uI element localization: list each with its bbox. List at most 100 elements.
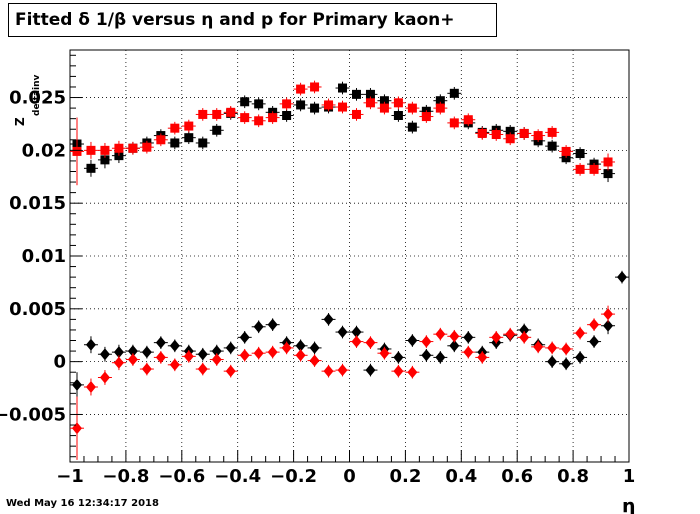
data-point-square: [170, 123, 180, 133]
data-point-square: [254, 99, 264, 109]
data-point-diamond: [211, 345, 222, 358]
data-point-diamond: [463, 331, 474, 344]
data-point-diamond: [337, 364, 348, 377]
data-point-diamond: [155, 351, 166, 364]
data-point-square: [170, 138, 180, 148]
data-point-diamond: [71, 378, 82, 391]
data-point-diamond: [617, 271, 628, 284]
data-point-square: [226, 107, 236, 117]
data-point-square: [379, 96, 389, 106]
x-tick-label: 0.2: [389, 466, 421, 487]
data-point-diamond: [449, 330, 460, 343]
x-tick-label: 0.8: [557, 466, 589, 487]
data-point-square: [463, 115, 473, 125]
x-tick-label: 1: [623, 466, 636, 487]
x-tick-label: −0.8: [102, 466, 149, 487]
data-point-square: [435, 96, 445, 106]
data-point-square: [477, 128, 487, 138]
chart-title: Fitted δ 1/β versus η and p for Primary …: [15, 10, 455, 30]
data-point-diamond: [225, 341, 236, 354]
tick-labels: −1 −0.8 −0.6 −0.4 −0.2 0 0.2 0.4 0.6 0.8 1 −0.005 0 0…: [0, 88, 635, 487]
y-tick-label: 0.025: [9, 88, 66, 109]
data-point-square: [198, 109, 208, 119]
data-point-diamond: [183, 350, 194, 363]
data-point-diamond: [421, 335, 432, 348]
data-point-square: [184, 133, 194, 143]
data-point-diamond: [239, 331, 250, 344]
data-point-diamond: [99, 348, 110, 361]
grid-lines: [70, 50, 629, 462]
data-point-square: [393, 98, 403, 108]
y-tick-label: 0.02: [22, 140, 66, 161]
data-point-diamond: [407, 334, 418, 347]
data-point-diamond: [449, 339, 460, 352]
data-point-diamond: [197, 348, 208, 361]
data-point-square: [449, 88, 459, 98]
data-point-diamond: [393, 365, 404, 378]
data-point-square: [351, 89, 361, 99]
x-tick-label: 0: [343, 466, 356, 487]
data-point-diamond: [309, 341, 320, 354]
x-tick-label: 0.6: [501, 466, 533, 487]
data-point-square: [114, 143, 124, 153]
data-point-diamond: [155, 336, 166, 349]
data-point-diamond: [309, 354, 320, 367]
data-point-square: [379, 103, 389, 113]
data-point-square: [100, 145, 110, 155]
data-point-square: [198, 138, 208, 148]
data-point-diamond: [211, 353, 222, 366]
data-point-square: [603, 169, 613, 179]
data-point-square: [491, 130, 501, 140]
data-point-diamond: [547, 355, 558, 368]
data-point-diamond: [169, 358, 180, 371]
data-point-diamond: [533, 340, 544, 353]
data-point-square: [310, 103, 320, 113]
data-point-diamond: [603, 319, 614, 332]
data-point-square: [365, 98, 375, 108]
data-point-diamond: [393, 351, 404, 364]
x-tick-label: −0.4: [214, 466, 261, 487]
data-point-square: [212, 125, 222, 135]
y-tick-label: −0.005: [0, 404, 66, 425]
data-point-square: [533, 131, 543, 141]
timestamp-footer: Wed May 16 12:34:17 2018: [6, 498, 159, 509]
x-tick-label: 0.4: [445, 466, 477, 487]
data-point-square: [268, 113, 278, 123]
data-point-square: [561, 146, 571, 156]
data-point-square: [128, 143, 138, 153]
y-axis-title: Z deltainv: [13, 75, 42, 126]
data-point-diamond: [463, 346, 474, 359]
data-point-square: [142, 142, 152, 152]
data-point-square: [254, 116, 264, 126]
data-point-diamond: [99, 371, 110, 384]
data-point-diamond: [477, 351, 488, 364]
data-point-square: [240, 97, 250, 107]
y-tick-label: 0.01: [22, 246, 66, 267]
data-point-square: [338, 102, 348, 112]
data-point-square: [435, 103, 445, 113]
data-point-square: [519, 128, 529, 138]
data-point-diamond: [435, 351, 446, 364]
data-point-square: [282, 99, 292, 109]
data-series: [70, 270, 629, 398]
data-point-diamond: [127, 353, 138, 366]
data-point-square: [351, 109, 361, 119]
data-point-square: [547, 141, 557, 151]
y-tick-label: 0: [53, 352, 66, 373]
data-point-square: [100, 155, 110, 165]
data-point-diamond: [365, 336, 376, 349]
data-point-diamond: [295, 349, 306, 362]
axis-ticks: [69, 54, 630, 462]
data-point-diamond: [547, 341, 558, 354]
data-point-square: [575, 164, 585, 174]
chart-title-box: Fitted δ 1/β versus η and p for Primary …: [8, 3, 497, 37]
data-point-diamond: [365, 364, 376, 377]
data-point-square: [240, 113, 250, 123]
data-point-diamond: [225, 365, 236, 378]
data-series: [70, 80, 616, 186]
data-point-square: [310, 82, 320, 92]
data-point-diamond: [295, 339, 306, 352]
data-point-diamond: [561, 342, 572, 355]
data-point-square: [589, 164, 599, 174]
